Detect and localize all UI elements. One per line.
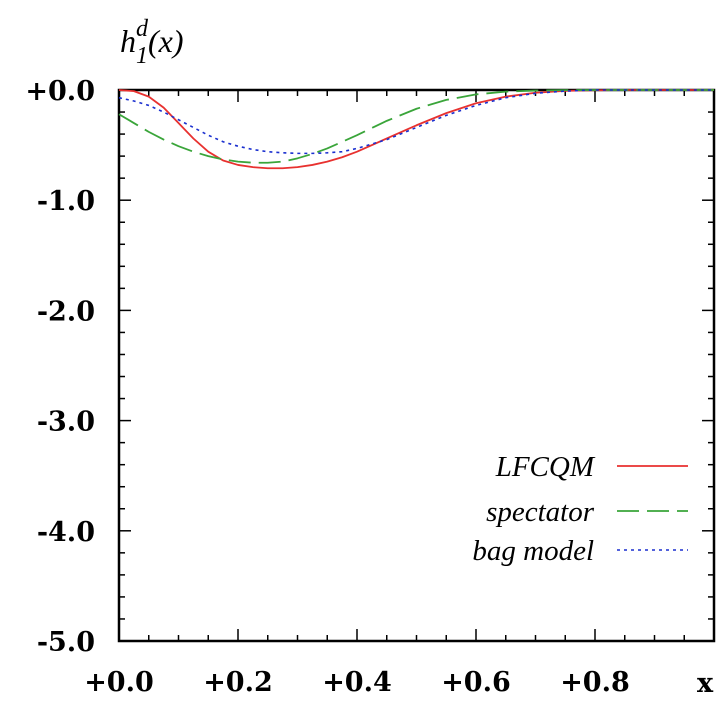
- y-tick-label: -2.0: [37, 296, 95, 327]
- y-tick-label: -4.0: [37, 517, 95, 548]
- x-tick-label: +0.2: [203, 667, 273, 698]
- x-tick-label: +0.0: [84, 667, 154, 698]
- y-tick-label: +0.0: [25, 76, 95, 107]
- x-axis-title: x: [697, 668, 714, 699]
- y-axis-title-superscript: d: [136, 16, 149, 42]
- legend-label: spectator: [486, 496, 595, 528]
- y-axis-title-suffix: (x): [148, 23, 184, 59]
- y-tick-label: -3.0: [37, 407, 95, 438]
- y-axis-title-main: h: [120, 23, 136, 59]
- plot-frame: [117, 88, 716, 643]
- y-axis-title: hd 1(x): [120, 16, 184, 69]
- x-tick-label: +0.4: [322, 667, 392, 698]
- y-tick-label: -5.0: [37, 627, 95, 658]
- x-tick-label: +0.8: [560, 667, 630, 698]
- series-layer: [118, 89, 714, 170]
- plot-border: [117, 88, 716, 643]
- legend-label: bag model: [472, 535, 594, 567]
- y-tick-label: -1.0: [37, 186, 95, 217]
- legend-label: LFCQM: [495, 451, 596, 483]
- series-line-spectator: [118, 89, 714, 164]
- legend: LFCQM spectator bag model: [472, 451, 688, 567]
- x-tick-label: +0.6: [441, 667, 511, 698]
- y-axis-title-subscript: 1: [136, 43, 148, 69]
- svg-text:hd1(x): hd 1(x): [120, 16, 184, 69]
- series-line-bag-model: [118, 89, 714, 155]
- axis-ticks: +0.0 +0.2 +0.4 +0.6 +0.8 +0.0 -1.0 -2.0 -3.0 -4.0…: [25, 76, 715, 698]
